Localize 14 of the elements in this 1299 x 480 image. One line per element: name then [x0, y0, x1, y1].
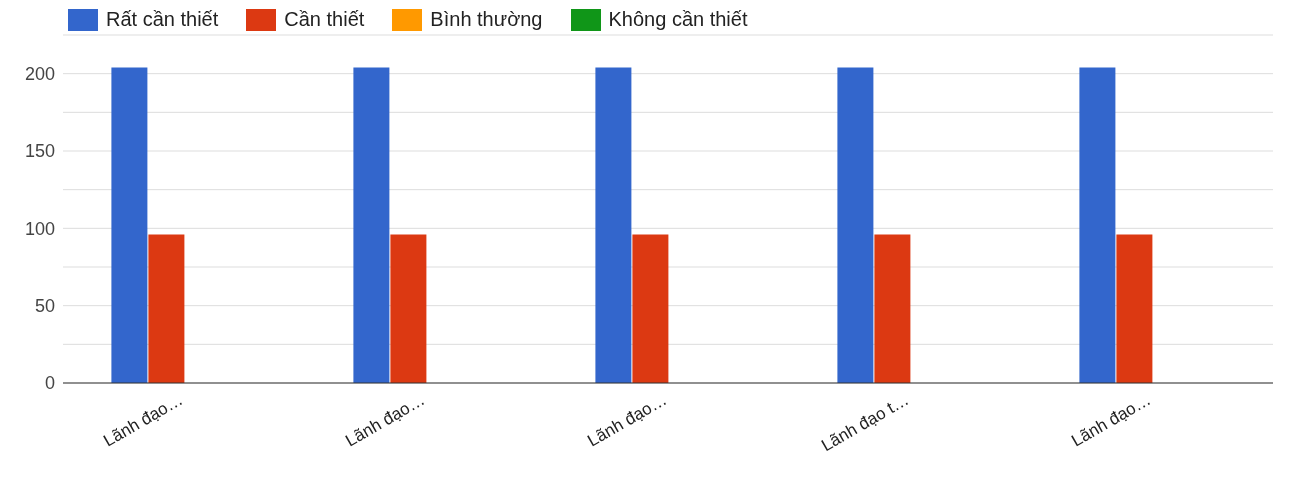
x-tick-label: Lãnh đạo… [342, 390, 428, 451]
legend-label: Bình thường [429, 8, 543, 31]
x-tick-label: Lãnh đạo… [584, 390, 670, 451]
y-tick-label: 100 [24, 218, 55, 239]
x-tick-label: Lãnh đạo t… [818, 390, 912, 456]
y-tick-label: 150 [24, 141, 55, 162]
y-tick-label: 0 [44, 373, 55, 394]
y-tick-label: 200 [24, 64, 55, 85]
x-tick-label: Lãnh đạo… [100, 390, 186, 451]
y-tick-label: 50 [34, 296, 55, 317]
legend-label: Rất cần thiết [105, 8, 219, 31]
x-tick-label: Lãnh đạo… [1068, 390, 1154, 451]
legend-label: Không cần thiết [607, 8, 748, 31]
legend-label: Cần thiết [283, 8, 365, 31]
